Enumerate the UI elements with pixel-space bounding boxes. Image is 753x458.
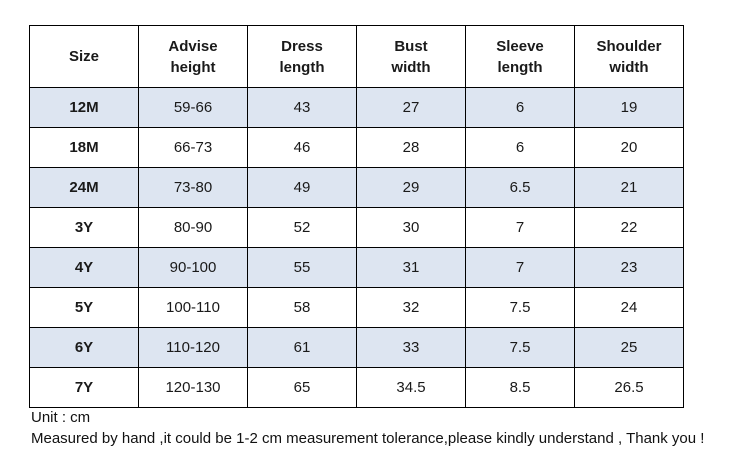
table-row: 7Y 120-130 65 34.5 8.5 26.5 bbox=[29, 367, 684, 408]
header-size: Size bbox=[29, 25, 139, 88]
sleeve-length-cell: 7.5 bbox=[465, 327, 575, 368]
header-advise-height-line-2: height bbox=[170, 58, 216, 76]
table-row: 3Y 80-90 52 30 7 22 bbox=[29, 207, 684, 248]
table-header-row: Size Advise height Dress length Bust wid… bbox=[29, 25, 684, 88]
sleeve-length-cell: 7 bbox=[465, 247, 575, 288]
sleeve-length-cell: 7.5 bbox=[465, 287, 575, 328]
bust-width-cell: 31 bbox=[356, 247, 466, 288]
size-cell: 6Y bbox=[29, 327, 139, 368]
bust-width-cell: 29 bbox=[356, 167, 466, 208]
size-cell: 18M bbox=[29, 127, 139, 168]
size-cell: 12M bbox=[29, 87, 139, 128]
bust-width-cell: 30 bbox=[356, 207, 466, 248]
sleeve-length-cell: 6 bbox=[465, 127, 575, 168]
bust-width-cell: 34.5 bbox=[356, 367, 466, 408]
header-shoulder-width-line-2: width bbox=[609, 58, 649, 76]
header-size-line-1: Size bbox=[68, 48, 99, 65]
size-cell: 5Y bbox=[29, 287, 139, 328]
dress-length-cell: 43 bbox=[247, 87, 357, 128]
table-row: 4Y 90-100 55 31 7 23 bbox=[29, 247, 684, 288]
shoulder-width-cell: 19 bbox=[574, 87, 684, 128]
size-cell: 7Y bbox=[29, 367, 139, 408]
dress-length-cell: 58 bbox=[247, 287, 357, 328]
advise-height-cell: 110-120 bbox=[138, 327, 248, 368]
header-dress-length-line-2: length bbox=[279, 58, 325, 76]
sleeve-length-cell: 7 bbox=[465, 207, 575, 248]
header-bust-width-line-1: Bust bbox=[394, 37, 428, 55]
table-row: 6Y 110-120 61 33 7.5 25 bbox=[29, 327, 684, 368]
bust-width-cell: 28 bbox=[356, 127, 466, 168]
sleeve-length-cell: 8.5 bbox=[465, 367, 575, 408]
size-cell: 24M bbox=[29, 167, 139, 208]
sleeve-length-cell: 6.5 bbox=[465, 167, 575, 208]
header-advise-height-line-1: Advise bbox=[168, 37, 218, 55]
advise-height-cell: 80-90 bbox=[138, 207, 248, 248]
size-cell: 4Y bbox=[29, 247, 139, 288]
header-shoulder-width-line-1: Shoulder bbox=[596, 37, 662, 55]
dress-length-cell: 49 bbox=[247, 167, 357, 208]
bust-width-cell: 27 bbox=[356, 87, 466, 128]
header-dress-length-line-1: Dress bbox=[281, 37, 323, 55]
shoulder-width-cell: 25 bbox=[574, 327, 684, 368]
header-shoulder-width: Shoulder width bbox=[574, 25, 684, 88]
header-sleeve-length-line-2: length bbox=[497, 58, 543, 76]
header-bust-width: Bust width bbox=[356, 25, 466, 88]
table-row: 5Y 100-110 58 32 7.5 24 bbox=[29, 287, 684, 328]
header-sleeve-length: Sleeve length bbox=[465, 25, 575, 88]
dress-length-cell: 46 bbox=[247, 127, 357, 168]
advise-height-cell: 66-73 bbox=[138, 127, 248, 168]
shoulder-width-cell: 23 bbox=[574, 247, 684, 288]
dress-length-cell: 55 bbox=[247, 247, 357, 288]
advise-height-cell: 90-100 bbox=[138, 247, 248, 288]
dress-length-cell: 65 bbox=[247, 367, 357, 408]
size-chart-table: Size Advise height Dress length Bust wid… bbox=[29, 25, 684, 408]
shoulder-width-cell: 26.5 bbox=[574, 367, 684, 408]
advise-height-cell: 120-130 bbox=[138, 367, 248, 408]
table-row: 24M 73-80 49 29 6.5 21 bbox=[29, 167, 684, 208]
advise-height-cell: 100-110 bbox=[138, 287, 248, 328]
shoulder-width-cell: 20 bbox=[574, 127, 684, 168]
header-advise-height: Advise height bbox=[138, 25, 248, 88]
measurement-tolerance-note: Measured by hand ,it could be 1-2 cm mea… bbox=[31, 430, 705, 447]
table-row: 12M 59-66 43 27 6 19 bbox=[29, 87, 684, 128]
bust-width-cell: 32 bbox=[356, 287, 466, 328]
shoulder-width-cell: 22 bbox=[574, 207, 684, 248]
header-sleeve-length-line-1: Sleeve bbox=[496, 37, 544, 55]
header-dress-length: Dress length bbox=[247, 25, 357, 88]
shoulder-width-cell: 21 bbox=[574, 167, 684, 208]
dress-length-cell: 52 bbox=[247, 207, 357, 248]
bust-width-cell: 33 bbox=[356, 327, 466, 368]
sleeve-length-cell: 6 bbox=[465, 87, 575, 128]
unit-note: Unit : cm bbox=[31, 409, 91, 426]
advise-height-cell: 73-80 bbox=[138, 167, 248, 208]
advise-height-cell: 59-66 bbox=[138, 87, 248, 128]
table-row: 18M 66-73 46 28 6 20 bbox=[29, 127, 684, 168]
size-cell: 3Y bbox=[29, 207, 139, 248]
header-bust-width-line-2: width bbox=[391, 58, 431, 76]
shoulder-width-cell: 24 bbox=[574, 287, 684, 328]
dress-length-cell: 61 bbox=[247, 327, 357, 368]
